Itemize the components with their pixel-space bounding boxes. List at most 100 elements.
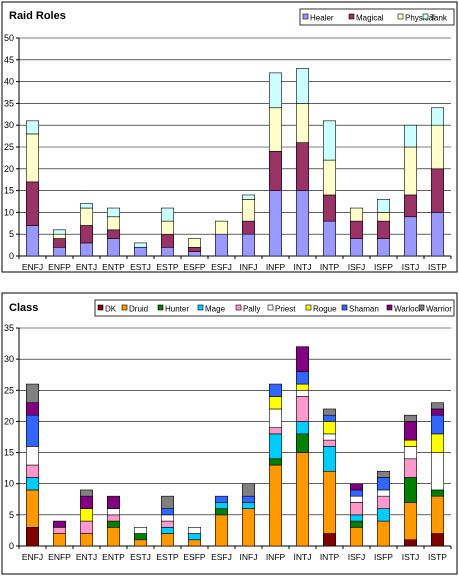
bar-segment-hunter bbox=[349, 520, 364, 528]
legend-swatch bbox=[121, 304, 128, 311]
bar-segment-druid bbox=[403, 502, 418, 541]
bar-segment-pally bbox=[376, 495, 391, 509]
bar-segment-hunter bbox=[268, 458, 283, 466]
bar-segment-physical bbox=[268, 107, 283, 152]
legend-label: DK bbox=[105, 305, 117, 314]
bar-segment-pally bbox=[295, 396, 310, 422]
bar-segment-healer bbox=[214, 233, 229, 257]
bar-segment-tank bbox=[25, 120, 40, 135]
bar-segment-magical bbox=[268, 151, 283, 191]
x-tick-label: INFP bbox=[266, 262, 286, 272]
x-tick-label: INFP bbox=[266, 552, 286, 562]
bar-segment-warlock bbox=[106, 495, 121, 509]
y-tick-label: 40 bbox=[4, 77, 14, 87]
bar-segment-druid bbox=[160, 533, 175, 547]
legend-label: Healer bbox=[310, 14, 334, 23]
bar-segment-healer bbox=[403, 216, 418, 257]
bar-segment-shaman bbox=[295, 371, 310, 385]
legend-swatch bbox=[422, 13, 429, 20]
y-tick-label: 35 bbox=[4, 98, 14, 108]
bar-segment-pally bbox=[106, 514, 121, 522]
y-tick-label: 5 bbox=[9, 229, 14, 239]
bar-segment-shaman bbox=[160, 508, 175, 516]
x-tick-label: ESFJ bbox=[211, 262, 232, 272]
bar-segment-mage bbox=[295, 421, 310, 435]
bar-segment-dk bbox=[322, 533, 337, 547]
x-tick-label: ESTJ bbox=[130, 552, 151, 562]
x-tick-label: ISFJ bbox=[348, 552, 365, 562]
legend-label: Shaman bbox=[349, 305, 379, 314]
bar-segment-mage bbox=[187, 533, 202, 541]
bar-segment-physical bbox=[79, 207, 94, 226]
x-tick-label: INFJ bbox=[240, 552, 258, 562]
chart-2: Class 0 5 10 15 20 25 30 35 ENFJ ENFP ENTJ ENTP ESTJ E… bbox=[1, 292, 458, 575]
legend-swatch bbox=[157, 304, 164, 311]
x-tick-label: ESFP bbox=[183, 262, 206, 272]
bar-segment-druid bbox=[295, 452, 310, 547]
bar-segment-warlock bbox=[430, 408, 445, 416]
x-tick-label: INTP bbox=[320, 552, 340, 562]
bar-segment-hunter bbox=[430, 489, 445, 497]
bar-segment-pally bbox=[25, 464, 40, 478]
bar-segment-priest bbox=[403, 446, 418, 460]
legend-swatch bbox=[302, 13, 309, 20]
legend: DK Druid Hunter Mage Pally Priest Rogue Shaman W… bbox=[94, 299, 455, 317]
y-tick-label: 10 bbox=[4, 207, 14, 217]
bar-segment-magical bbox=[187, 246, 202, 252]
x-tick-label: INTJ bbox=[294, 262, 312, 272]
bar-segment-dk bbox=[25, 527, 40, 547]
bar-segment-physical bbox=[241, 199, 256, 222]
x-tick-label: ENTJ bbox=[76, 552, 97, 562]
bar-segment-magical bbox=[349, 220, 364, 239]
bar-segment-warrior bbox=[25, 383, 40, 404]
x-tick-label: ENTP bbox=[102, 552, 125, 562]
y-tick-label: 25 bbox=[4, 142, 14, 152]
bar-segment-tank bbox=[133, 242, 148, 248]
y-tick-label: 50 bbox=[4, 33, 14, 43]
y-tick-label: 15 bbox=[4, 186, 14, 196]
bar-segment-pally bbox=[79, 520, 94, 534]
bar-segment-pally bbox=[268, 427, 283, 435]
bar-segment-rogue bbox=[79, 508, 94, 522]
bar-segment-physical bbox=[403, 146, 418, 196]
x-tick-label: ISTJ bbox=[402, 262, 419, 272]
bar-segment-healer bbox=[187, 251, 202, 257]
bar-segment-magical bbox=[52, 238, 67, 248]
y-tick-label: 0 bbox=[9, 541, 14, 551]
legend-swatch bbox=[267, 304, 274, 311]
x-tick-label: INTP bbox=[320, 262, 340, 272]
legend-label: Tank bbox=[430, 14, 448, 23]
bar-segment-priest bbox=[268, 408, 283, 428]
x-tick-label: INTJ bbox=[294, 552, 312, 562]
x-tick-label: ESTJ bbox=[130, 262, 151, 272]
bar-segment-shaman bbox=[376, 477, 391, 491]
bar-segment-magical bbox=[403, 194, 418, 218]
bar-segment-magical bbox=[79, 225, 94, 244]
bar-segment-shaman bbox=[241, 495, 256, 503]
bar-segment-hunter bbox=[133, 533, 148, 541]
bar-segment-warlock bbox=[25, 402, 40, 416]
bar-segment-physical bbox=[52, 233, 67, 239]
legend-swatch bbox=[348, 13, 355, 20]
bar-segment-shaman bbox=[349, 489, 364, 497]
bar-segment-mage bbox=[322, 446, 337, 472]
legend-swatch bbox=[386, 304, 393, 311]
legend-label: Pally bbox=[243, 305, 260, 314]
bar-segment-tank bbox=[322, 120, 337, 161]
bar-segment-tank bbox=[241, 194, 256, 200]
bar-segment-druid bbox=[187, 539, 202, 547]
y-tick-label: 30 bbox=[4, 120, 14, 130]
bar-segment-healer bbox=[322, 220, 337, 257]
y-tick-label: 15 bbox=[4, 448, 14, 458]
bar-segment-warrior bbox=[79, 489, 94, 497]
y-tick-label: 10 bbox=[4, 479, 14, 489]
bar-segment-rogue bbox=[403, 439, 418, 447]
bar-segment-magical bbox=[25, 181, 40, 226]
bar-segment-pally bbox=[349, 502, 364, 516]
bar-segment-druid bbox=[79, 533, 94, 547]
bar-segment-rogue bbox=[268, 396, 283, 410]
bar-segment-tank bbox=[160, 207, 175, 222]
